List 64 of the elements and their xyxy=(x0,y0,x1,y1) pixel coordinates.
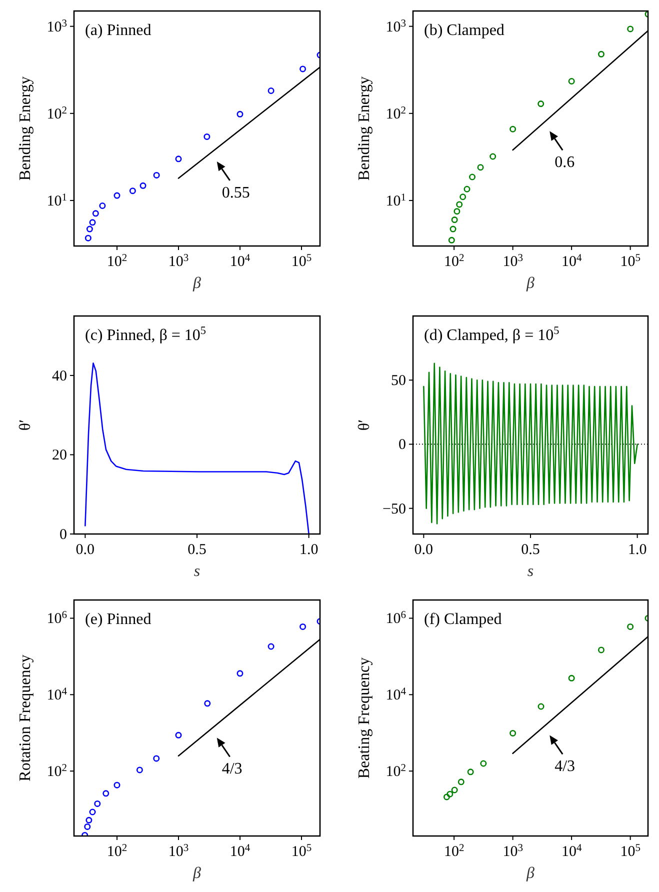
text: (f) Clamped xyxy=(424,611,502,628)
y-tick-label: 40 xyxy=(52,368,67,384)
line-series xyxy=(423,362,638,524)
y-tick-label: 10$^{2}$ xyxy=(46,762,67,780)
x-tick-label: 10$^{2}$ xyxy=(444,252,464,270)
x-axis-title: β xyxy=(192,865,202,882)
x-axis-title: s xyxy=(527,563,534,580)
line-series xyxy=(84,362,310,534)
x-tick-label: 1.0 xyxy=(628,542,647,558)
x-tick-label: 10$^{4}$ xyxy=(561,252,582,270)
x-tick-label: 0.5 xyxy=(521,542,540,558)
x-tick-label: 10$^{5}$ xyxy=(620,842,640,860)
y-tick-label: 50 xyxy=(391,373,406,390)
x-tick-label: 0.0 xyxy=(76,542,95,558)
x-tick-label: 10$^{3}$ xyxy=(502,842,523,860)
x-tick-label: 10$^{5}$ xyxy=(291,252,312,270)
y-tick-label: 10$^{3}$ xyxy=(386,18,406,36)
y-tick-label: 0 xyxy=(60,527,67,543)
text: (d) Clamped, β = 10$^{5}$ xyxy=(424,325,560,344)
x-tick-label: 0.0 xyxy=(414,542,434,558)
y-tick-label: 10$^{2}$ xyxy=(46,104,67,122)
y-tick-label: 10$^{2}$ xyxy=(386,104,406,122)
x-tick-label: 10$^{4}$ xyxy=(230,842,251,860)
x-tick-label: 10$^{4}$ xyxy=(230,252,251,270)
y-tick-label: 10$^{6}$ xyxy=(46,610,67,628)
x-tick-label: 10$^{2}$ xyxy=(106,252,128,270)
x-tick-label: 10$^{3}$ xyxy=(502,252,523,270)
x-tick-label: 10$^{2}$ xyxy=(444,842,464,860)
annotation: 0.6 xyxy=(554,154,575,172)
y-tick-label: 10$^{6}$ xyxy=(386,610,406,628)
y-axis-title: Bending Energy xyxy=(17,76,34,181)
y-tick-label: 10$^{2}$ xyxy=(386,762,406,780)
x-tick-label: 10$^{3}$ xyxy=(168,842,189,860)
x-axis-title: β xyxy=(526,865,535,882)
x-tick-label: 0.5 xyxy=(188,542,206,558)
annotation: 4/3 xyxy=(554,758,576,776)
y-tick-label: −50 xyxy=(382,501,406,518)
y-tick-label: 10$^{3}$ xyxy=(46,18,67,36)
annotation: 4/3 xyxy=(222,760,242,778)
y-tick-label: 0 xyxy=(398,437,406,454)
x-tick-label: 1.0 xyxy=(299,542,318,558)
x-tick-label: 10$^{2}$ xyxy=(106,842,128,860)
x-tick-label: 10$^{5}$ xyxy=(291,842,312,860)
annotation: 0.55 xyxy=(222,184,250,202)
y-axis-title: θ′ xyxy=(356,419,373,431)
text: (a) Pinned xyxy=(85,22,152,39)
y-tick-label: 10$^{4}$ xyxy=(46,686,68,704)
x-tick-label: 10$^{3}$ xyxy=(168,252,189,270)
y-tick-label: 10$^{4}$ xyxy=(386,686,407,704)
x-tick-label: 10$^{4}$ xyxy=(561,842,582,860)
x-axis-title: β xyxy=(192,275,202,292)
text: (e) Pinned xyxy=(85,611,152,628)
text: (c) Pinned, β = 10$^{5}$ xyxy=(85,325,206,344)
y-axis-title: θ′ xyxy=(17,419,34,431)
y-axis-title: Rotation Frequency xyxy=(17,654,34,782)
y-axis-title: Beating Frequency xyxy=(356,657,373,779)
x-axis-title: s xyxy=(194,563,200,580)
y-tick-label: 10$^{1}$ xyxy=(46,192,67,210)
x-axis-title: β xyxy=(526,275,535,292)
y-tick-label: 20 xyxy=(52,448,67,464)
y-axis-title: Bending Energy xyxy=(356,76,373,181)
y-tick-label: 10$^{1}$ xyxy=(386,192,406,210)
text: (b) Clamped xyxy=(424,22,504,39)
x-tick-label: 10$^{5}$ xyxy=(620,252,640,270)
